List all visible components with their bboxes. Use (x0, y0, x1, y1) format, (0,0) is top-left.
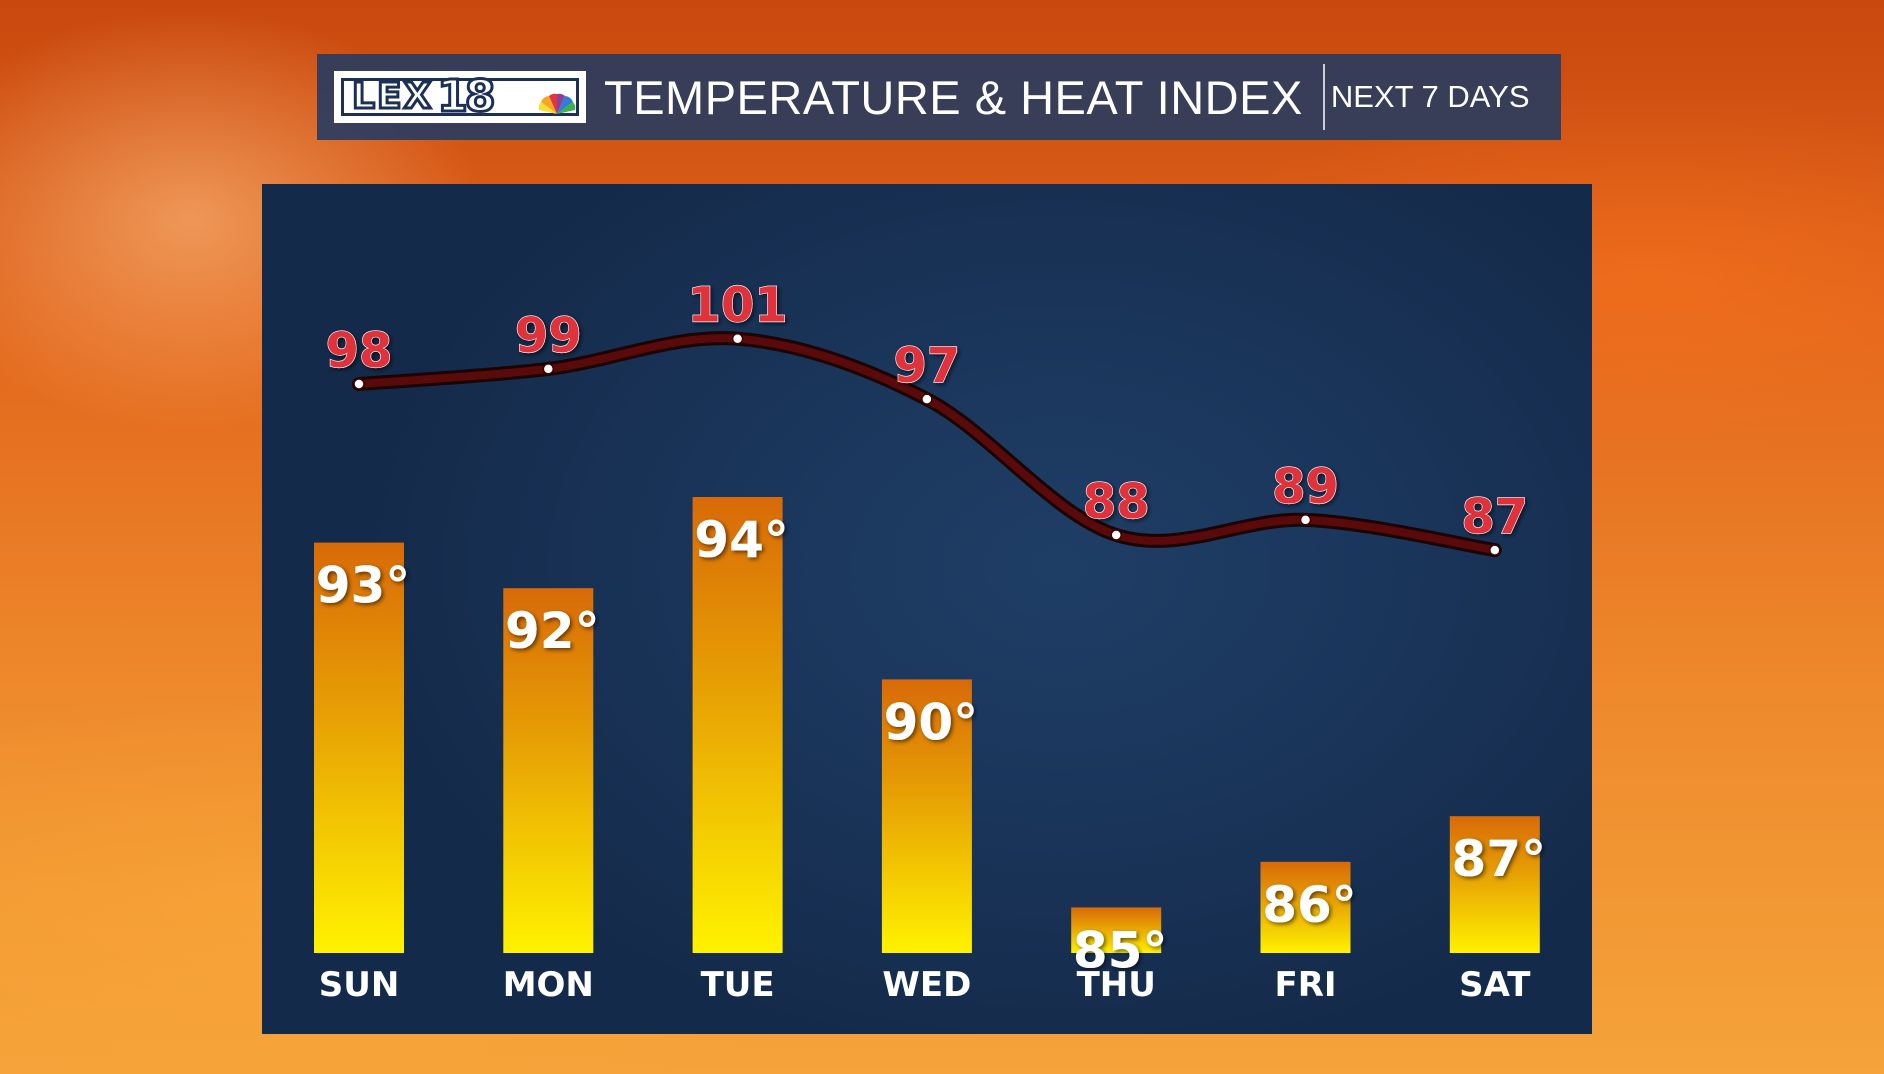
peacock-icon (538, 93, 576, 114)
heat-index-point (542, 363, 555, 375)
temperature-bar (1071, 907, 1162, 953)
temperature-bar (692, 497, 783, 953)
temperature-label: 90° (884, 693, 979, 751)
day-tick-label: WED (882, 965, 971, 1005)
temperature-bar (314, 542, 404, 953)
temperature-bar (881, 679, 972, 953)
temperature-label: 85° (1073, 921, 1168, 979)
header-bar: LEX 18 TEMPERATURE & HEAT INDEX NEXT 7 DA… (317, 54, 1561, 140)
day-tick-label: THU (1077, 965, 1156, 1005)
temperature-label: 87° (1452, 830, 1547, 888)
temperature-label: 92° (505, 602, 600, 660)
logo-number-text: 18 (436, 71, 497, 122)
heat-index-label: 89 (1272, 459, 1339, 515)
temperature-bar (1449, 816, 1540, 953)
temperature-label: 94° (694, 511, 789, 569)
heat-index-label: 87 (1461, 489, 1528, 545)
chart-subtitle: NEXT 7 DAYS (1330, 79, 1530, 114)
chart-title: TEMPERATURE & HEAT INDEX (604, 70, 1303, 124)
heat-index-point (1110, 529, 1122, 541)
heat-index-point (1299, 514, 1312, 526)
heat-index-point (1489, 544, 1501, 556)
logo-lex-text: LEX (350, 76, 434, 117)
heat-index-label: 101 (687, 278, 787, 334)
heat-index-label: 97 (894, 338, 961, 394)
heat-index-point (353, 378, 365, 390)
heat-index-label: 98 (326, 323, 393, 379)
day-tick-label: TUE (701, 965, 775, 1005)
heat-index-label: 88 (1083, 474, 1150, 530)
temperature-label: 93° (316, 557, 411, 615)
heat-index-point (921, 393, 933, 405)
day-tick-label: FRI (1274, 965, 1336, 1005)
day-tick-label: SUN (319, 965, 400, 1005)
day-tick-label: SAT (1459, 965, 1531, 1005)
temperature-label: 86° (1262, 876, 1357, 934)
temperature-bar (1260, 861, 1351, 953)
header-divider (1322, 64, 1325, 130)
day-tick-label: MON (503, 965, 594, 1005)
heat-index-point (731, 332, 744, 345)
heat-index-label: 99 (515, 308, 582, 364)
temperature-bar (503, 588, 594, 953)
station-logo: LEX 18 (334, 71, 586, 123)
